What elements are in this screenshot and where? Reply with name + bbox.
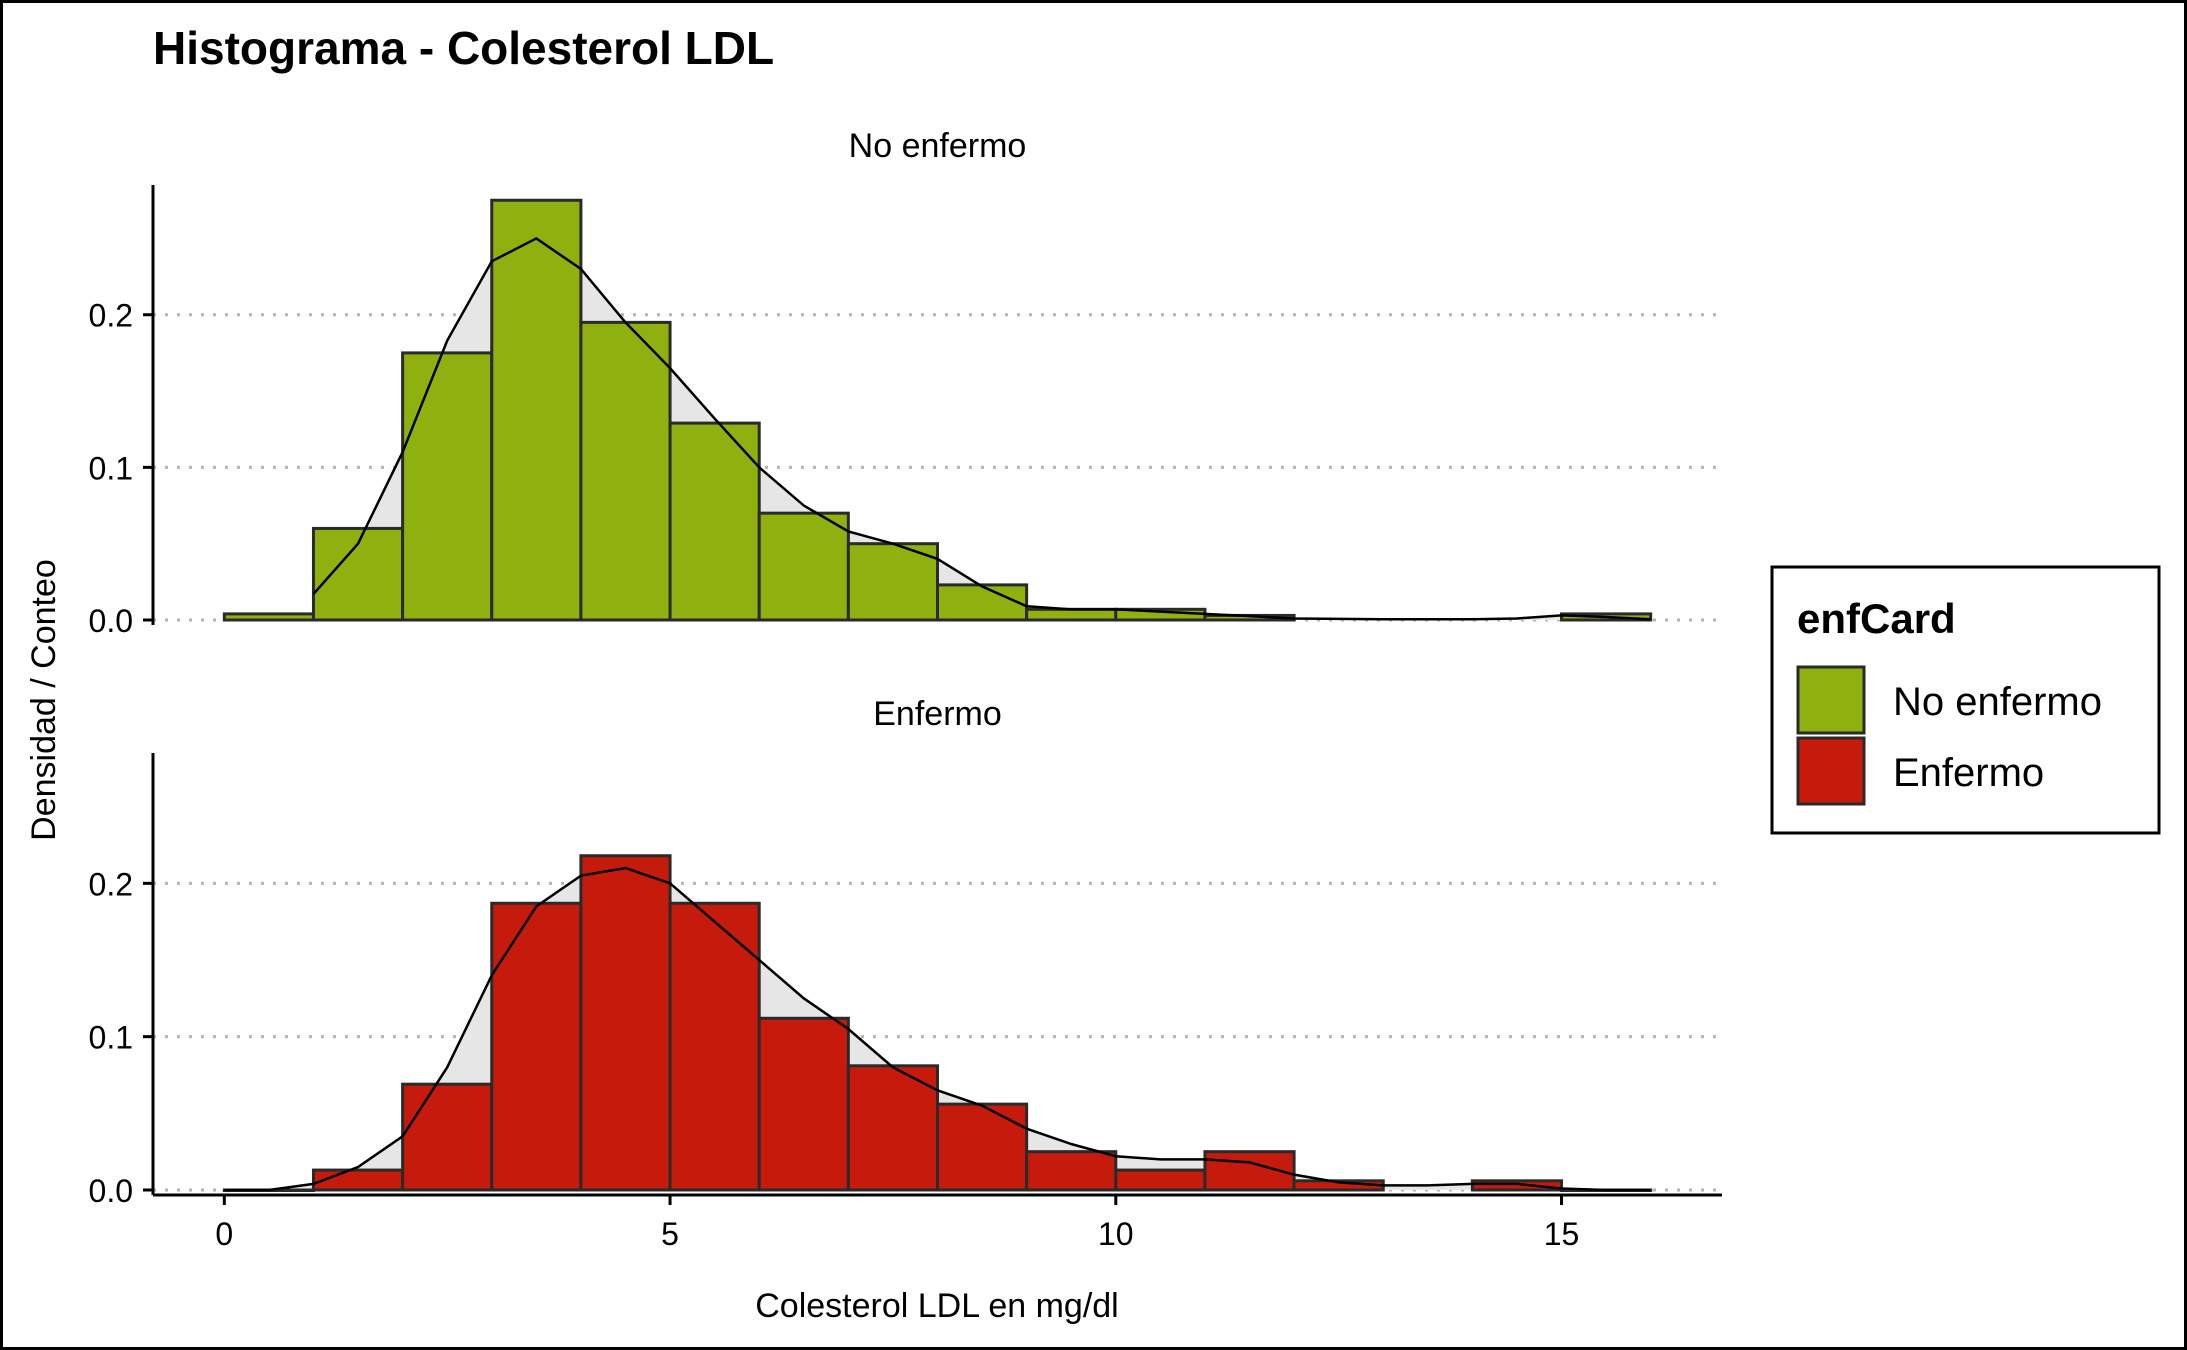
facet-panel-enfermo: Enfermo 0.0 0.1 0.2: [89, 695, 1722, 1209]
histogram-bar: [846, 1064, 940, 1192]
y-tick-label: 0.2: [89, 866, 133, 902]
x-tick-label: 15: [1544, 1216, 1580, 1252]
x-tick-label: 10: [1098, 1216, 1134, 1252]
histogram-bar: [222, 612, 315, 622]
x-axis-label: Colesterol LDL en mg/dl: [755, 1287, 1118, 1325]
legend-label-enfermo: Enfermo: [1893, 751, 2044, 795]
legend-title: enfCard: [1797, 595, 1956, 642]
histogram-bar: [668, 901, 761, 1192]
legend: enfCard No enfermo Enfermo: [1770, 565, 2161, 835]
y-tick-label: 0.0: [89, 1173, 133, 1209]
histogram-bar: [1025, 1150, 1118, 1192]
histogram-bar: [490, 901, 583, 1192]
x-tick-label: 0: [215, 1216, 233, 1252]
x-tick-label: 5: [661, 1216, 679, 1252]
histogram-bar: [936, 583, 1029, 622]
histogram-bar: [579, 320, 672, 622]
density-line: [312, 236, 1651, 621]
legend-swatch-enfermo: [1796, 736, 1866, 806]
histogram-bar: [1025, 607, 1118, 622]
y-axis-label: Densidad / Conteo: [25, 559, 63, 841]
histogram-bar: [401, 1082, 494, 1192]
facet-strip-label: Enfermo: [873, 695, 1002, 733]
histogram-bar: [1114, 1168, 1207, 1192]
histogram-bar: [757, 511, 850, 622]
y-tick-label: 0.0: [89, 603, 133, 639]
histogram-bar: [757, 1016, 850, 1192]
chart-title: Histograma - Colesterol LDL: [153, 22, 774, 74]
histogram-bar: [490, 198, 583, 622]
y-tick-label: 0.2: [89, 298, 133, 334]
histogram-bar: [1203, 1150, 1296, 1192]
histogram-bar: [579, 854, 672, 1192]
histogram-bar: [401, 351, 494, 622]
facet-strip-label: No enfermo: [849, 127, 1027, 165]
facet-panels: No enfermo 0.0 0.1 0.2 Enfermo 0.0 0.1 0.2 0 5 10 1…: [89, 127, 1722, 1252]
density-line: [224, 866, 1651, 1192]
histogram-bar: [1470, 1179, 1564, 1192]
legend-swatch-no-enfermo: [1796, 665, 1866, 735]
y-tick-label: 0.1: [89, 1020, 133, 1056]
histogram-bar: [936, 1102, 1029, 1192]
histogram-bar: [846, 542, 940, 622]
histogram-bar: [668, 421, 761, 622]
legend-label-no-enfermo: No enfermo: [1893, 680, 2102, 724]
y-tick-label: 0.1: [89, 450, 133, 486]
facet-panel-no-enfermo: No enfermo 0.0 0.1 0.2: [89, 127, 1722, 639]
x-axis: 0 5 10 15: [153, 1193, 1722, 1252]
